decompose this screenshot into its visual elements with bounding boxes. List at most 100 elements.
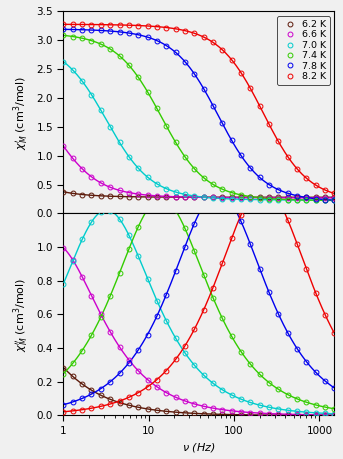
6.2 K bbox=[211, 195, 215, 200]
6.2 K bbox=[117, 194, 121, 199]
7.0 K bbox=[155, 181, 159, 186]
7.0 K bbox=[174, 189, 178, 195]
7.8 K bbox=[276, 187, 281, 192]
8.2 K bbox=[127, 22, 131, 28]
6.2 K bbox=[239, 195, 243, 200]
7.0 K bbox=[211, 195, 215, 201]
8.2 K bbox=[276, 139, 281, 144]
7.0 K bbox=[248, 197, 252, 202]
6.6 K bbox=[108, 185, 112, 190]
8.2 K bbox=[99, 22, 103, 28]
6.6 K bbox=[90, 174, 94, 179]
6.2 K bbox=[295, 195, 299, 200]
Line: 7.8 K: 7.8 K bbox=[61, 27, 337, 202]
7.4 K bbox=[164, 123, 168, 129]
6.2 K bbox=[192, 195, 196, 200]
6.6 K bbox=[99, 180, 103, 185]
7.8 K bbox=[314, 196, 318, 202]
7.4 K bbox=[136, 74, 140, 80]
6.6 K bbox=[80, 166, 84, 172]
8.2 K bbox=[248, 85, 252, 91]
7.8 K bbox=[286, 190, 290, 196]
6.6 K bbox=[332, 195, 336, 201]
7.8 K bbox=[229, 138, 234, 143]
6.6 K bbox=[323, 195, 327, 201]
7.0 K bbox=[99, 107, 103, 113]
7.4 K bbox=[99, 41, 103, 47]
7.0 K bbox=[229, 196, 234, 202]
6.2 K bbox=[286, 195, 290, 200]
8.2 K bbox=[136, 23, 140, 28]
7.4 K bbox=[155, 106, 159, 111]
7.0 K bbox=[117, 140, 121, 145]
7.8 K bbox=[202, 86, 206, 91]
7.8 K bbox=[145, 34, 150, 40]
8.2 K bbox=[211, 39, 215, 45]
7.0 K bbox=[145, 174, 150, 180]
8.2 K bbox=[71, 22, 75, 27]
6.2 K bbox=[248, 195, 252, 200]
7.8 K bbox=[248, 165, 252, 171]
7.4 K bbox=[258, 195, 262, 201]
Line: 7.4 K: 7.4 K bbox=[61, 33, 337, 203]
6.2 K bbox=[145, 194, 150, 200]
7.4 K bbox=[229, 190, 234, 196]
7.0 K bbox=[304, 197, 308, 203]
7.8 K bbox=[239, 153, 243, 158]
6.6 K bbox=[304, 195, 308, 201]
7.8 K bbox=[174, 50, 178, 55]
7.4 K bbox=[211, 182, 215, 187]
7.0 K bbox=[71, 67, 75, 73]
6.6 K bbox=[127, 190, 131, 196]
6.2 K bbox=[202, 195, 206, 200]
8.2 K bbox=[192, 30, 196, 36]
7.4 K bbox=[145, 89, 150, 95]
7.4 K bbox=[267, 196, 271, 202]
8.2 K bbox=[108, 22, 112, 28]
7.0 K bbox=[136, 165, 140, 171]
6.6 K bbox=[164, 194, 168, 199]
8.2 K bbox=[220, 47, 224, 52]
7.0 K bbox=[127, 154, 131, 159]
6.2 K bbox=[164, 194, 168, 200]
7.4 K bbox=[61, 33, 66, 38]
7.0 K bbox=[61, 59, 66, 64]
7.8 K bbox=[220, 121, 224, 126]
8.2 K bbox=[80, 22, 84, 27]
7.0 K bbox=[258, 197, 262, 202]
7.8 K bbox=[90, 27, 94, 33]
6.6 K bbox=[267, 195, 271, 201]
8.2 K bbox=[174, 26, 178, 32]
7.8 K bbox=[258, 175, 262, 180]
7.4 K bbox=[276, 196, 281, 202]
7.0 K bbox=[314, 197, 318, 203]
7.8 K bbox=[164, 43, 168, 48]
8.2 K bbox=[145, 23, 150, 29]
6.6 K bbox=[248, 195, 252, 201]
6.2 K bbox=[80, 192, 84, 197]
Y-axis label: $\chi_{M}''$ (cm$^3$/mol): $\chi_{M}''$ (cm$^3$/mol) bbox=[11, 277, 31, 352]
7.0 K bbox=[80, 78, 84, 84]
7.0 K bbox=[239, 196, 243, 202]
7.4 K bbox=[239, 192, 243, 198]
7.0 K bbox=[192, 193, 196, 199]
6.2 K bbox=[258, 195, 262, 200]
7.4 K bbox=[71, 34, 75, 39]
7.0 K bbox=[202, 195, 206, 200]
8.2 K bbox=[155, 24, 159, 29]
7.4 K bbox=[80, 35, 84, 41]
7.8 K bbox=[332, 197, 336, 203]
7.0 K bbox=[90, 92, 94, 97]
7.4 K bbox=[220, 186, 224, 192]
6.2 K bbox=[314, 195, 318, 200]
6.2 K bbox=[127, 194, 131, 200]
7.4 K bbox=[202, 175, 206, 180]
6.6 K bbox=[295, 195, 299, 201]
8.2 K bbox=[258, 103, 262, 109]
7.8 K bbox=[304, 195, 308, 200]
6.2 K bbox=[229, 195, 234, 200]
7.4 K bbox=[304, 197, 308, 203]
7.4 K bbox=[286, 197, 290, 202]
7.4 K bbox=[332, 198, 336, 203]
7.4 K bbox=[108, 46, 112, 52]
